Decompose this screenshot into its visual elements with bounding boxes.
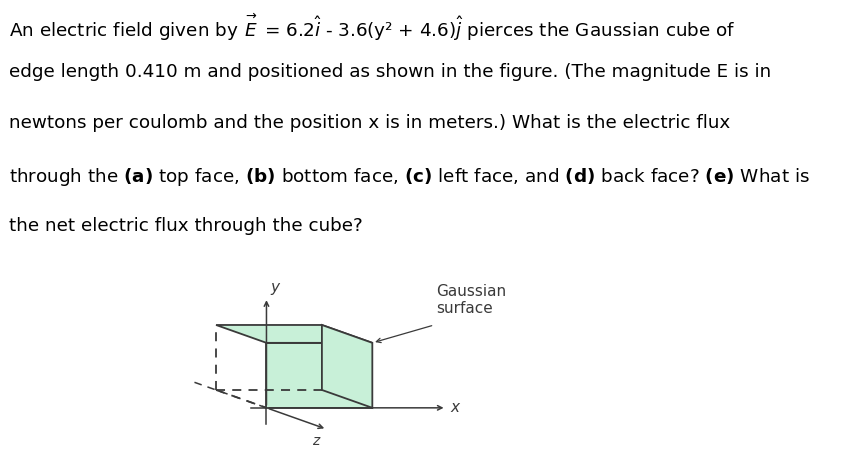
Text: An electric field given by $\overset{\rightarrow}{E}$ = 6.2$\hat{i}$ - 3.6(y² + : An electric field given by $\overset{\ri… — [9, 11, 735, 43]
Polygon shape — [322, 325, 372, 408]
Text: the net electric flux through the cube?: the net electric flux through the cube? — [9, 217, 362, 235]
Text: edge length 0.410 m and positioned as shown in the figure. (The magnitude E is i: edge length 0.410 m and positioned as sh… — [9, 63, 771, 81]
Text: z: z — [312, 434, 320, 448]
Text: y: y — [271, 280, 279, 295]
Polygon shape — [266, 343, 372, 408]
Polygon shape — [216, 325, 372, 343]
Text: x: x — [450, 400, 459, 415]
Text: newtons per coulomb and the position x is in meters.) What is the electric flux: newtons per coulomb and the position x i… — [9, 114, 730, 132]
Text: Gaussian
surface: Gaussian surface — [436, 284, 506, 316]
Text: through the $\mathbf{(a)}$ top face, $\mathbf{(b)}$ bottom face, $\mathbf{(c)}$ : through the $\mathbf{(a)}$ top face, $\m… — [9, 166, 810, 188]
